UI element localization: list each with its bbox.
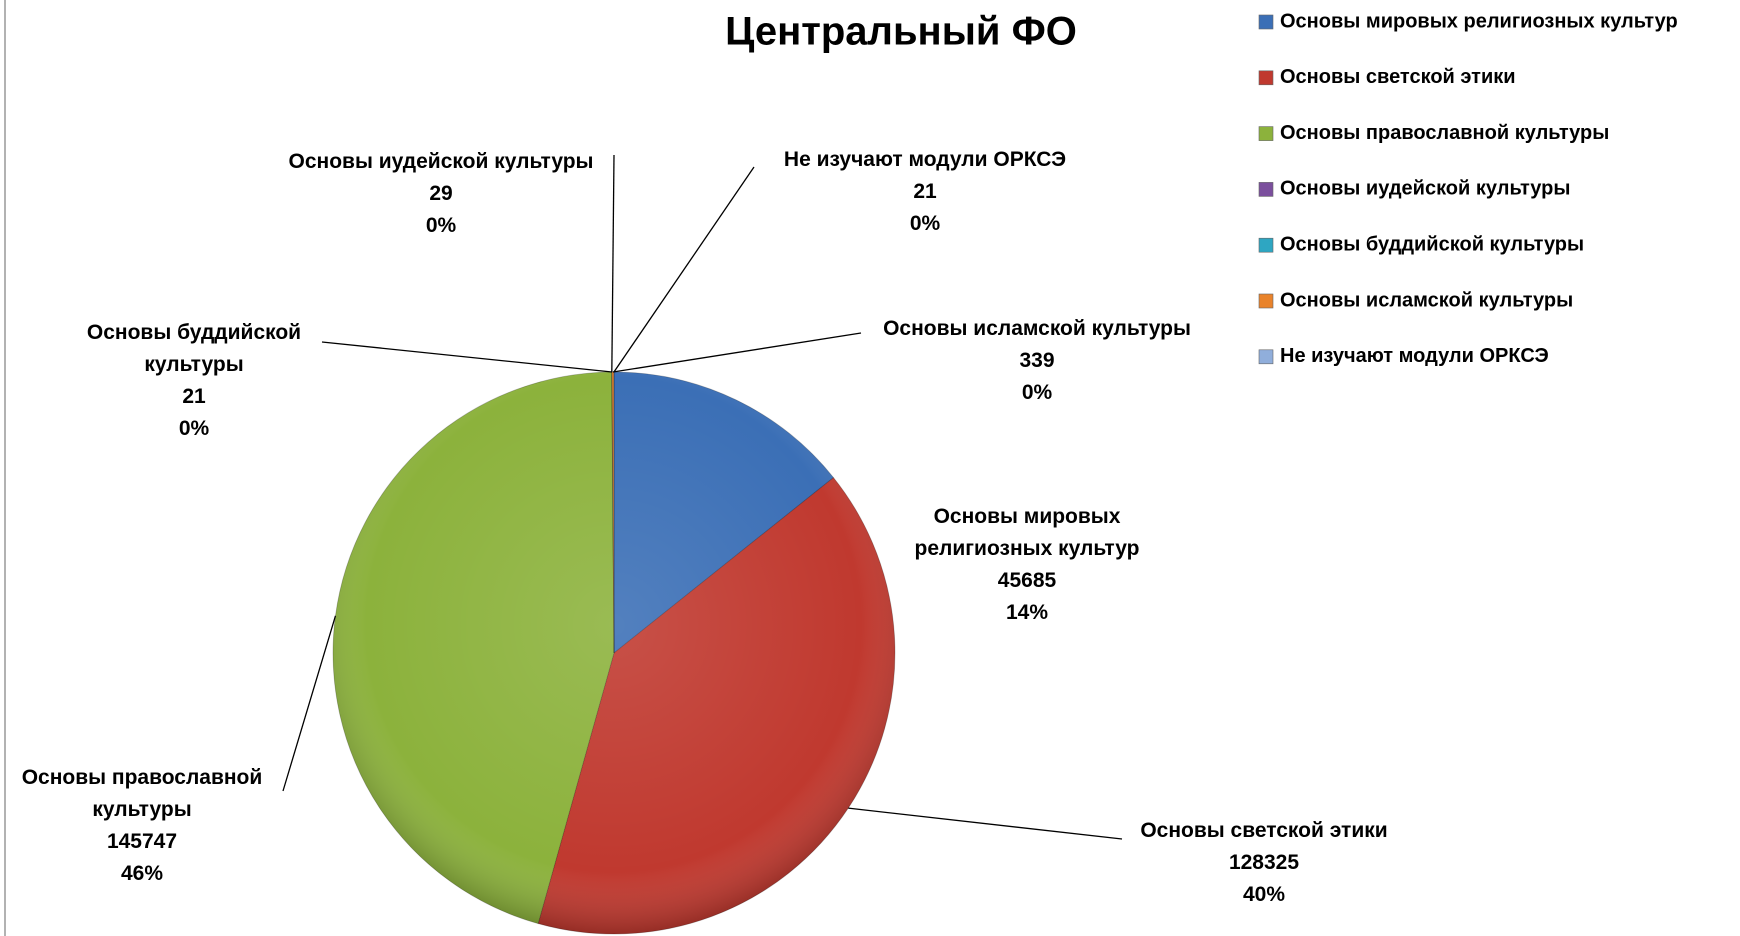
data-label-value: 21 <box>913 180 937 203</box>
data-label-name: Основы исламской культуры <box>883 317 1191 340</box>
data-label-percent: 40% <box>1242 883 1286 906</box>
data-label-name: Основы иудейской культуры <box>288 150 594 173</box>
data-label-percent: 0% <box>425 214 457 237</box>
data-label-name: Не изучают модули ОРКСЭ <box>783 148 1067 171</box>
data-label: Основы мировых религиозных культур 45685 1… <box>897 501 1157 629</box>
data-label-value: 45685 <box>997 569 1057 592</box>
data-label: Основы исламской культуры 339 0% <box>837 313 1237 409</box>
legend-swatch <box>1258 70 1274 86</box>
data-label-percent: 0% <box>909 212 941 235</box>
legend-label: Не изучают модули ОРКСЭ <box>1280 345 1549 367</box>
data-label-value: 128325 <box>1228 851 1300 874</box>
leader-line <box>282 615 337 792</box>
pie <box>332 371 896 935</box>
legend-label: Основы исламской культуры <box>1280 289 1573 311</box>
data-label-value: 29 <box>429 182 453 205</box>
leader-line <box>612 332 862 373</box>
data-label-name: Основы светской этики <box>1140 819 1388 842</box>
chart-title: Центральный ФО <box>725 10 1077 54</box>
data-label-value: 21 <box>182 385 206 408</box>
data-label-percent: 14% <box>1005 601 1049 624</box>
data-label: Не изучают модули ОРКСЭ 21 0% <box>725 144 1125 240</box>
legend-swatch <box>1258 14 1274 30</box>
data-label-percent: 0% <box>178 417 210 440</box>
legend-swatch <box>1258 349 1274 365</box>
data-label-value: 339 <box>1019 349 1055 372</box>
legend-label: Основы буддийской культуры <box>1280 233 1584 255</box>
legend-swatch <box>1258 182 1274 197</box>
data-label-name: Основы православной культуры <box>21 766 263 821</box>
legend-swatch <box>1258 126 1274 141</box>
data-label: Основы православной культуры 145747 46% <box>0 762 287 890</box>
legend-swatch <box>1258 293 1274 309</box>
legend-label: Основы иудейской культуры <box>1280 178 1570 200</box>
leader-line <box>611 154 615 373</box>
data-label-name: Основы мировых религиозных культур <box>914 505 1140 560</box>
legend-label: Основы мировых религиозных культур <box>1280 10 1678 32</box>
data-label: Основы светской этики 128325 40% <box>1114 815 1414 911</box>
leader-line <box>848 807 1123 840</box>
leader-line <box>321 341 613 373</box>
data-label: Основы буддийской культуры 21 0% <box>64 317 324 445</box>
data-label: Основы иудейской культуры 29 0% <box>241 146 641 242</box>
data-label-percent: 0% <box>1021 381 1053 404</box>
data-label-percent: 46% <box>120 862 164 885</box>
legend-swatch <box>1258 237 1274 253</box>
legend-label: Основы светской этики <box>1280 66 1516 88</box>
legend-label: Основы православной культуры <box>1280 122 1609 144</box>
data-label-value: 145747 <box>106 830 178 853</box>
data-label-name: Основы буддийской культуры <box>86 321 302 376</box>
leader-line <box>613 166 755 373</box>
